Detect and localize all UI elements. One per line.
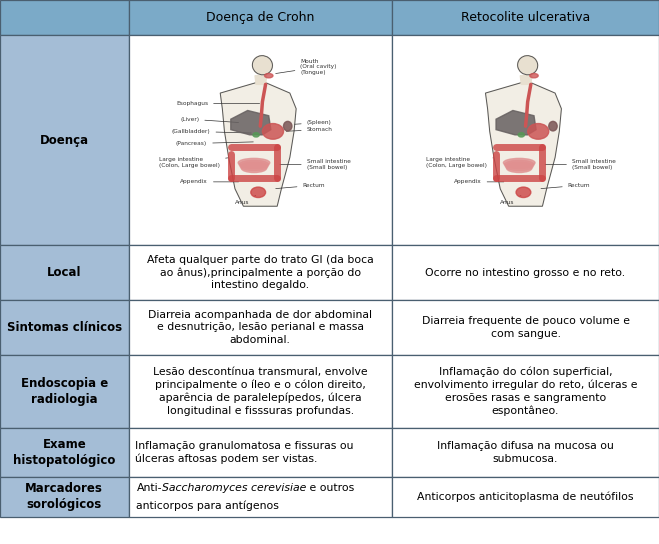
Ellipse shape <box>530 73 538 78</box>
Bar <box>0 245 129 300</box>
Bar <box>0 428 129 477</box>
Text: Mouth
(Oral cavity)
(Tongue): Mouth (Oral cavity) (Tongue) <box>275 59 337 75</box>
Ellipse shape <box>549 121 557 131</box>
Text: (Pancreas): (Pancreas) <box>176 141 253 146</box>
Bar <box>392 300 659 355</box>
Polygon shape <box>220 83 296 206</box>
Text: Anti-: Anti- <box>136 483 162 493</box>
Bar <box>392 35 659 245</box>
Text: Appendix: Appendix <box>454 180 503 184</box>
Ellipse shape <box>283 121 292 131</box>
Text: e outros: e outros <box>306 483 355 493</box>
Text: Stomach: Stomach <box>286 127 333 132</box>
Ellipse shape <box>503 158 535 167</box>
Bar <box>129 477 392 517</box>
Bar <box>0 35 129 245</box>
Ellipse shape <box>528 123 549 139</box>
Text: Afeta qualquer parte do trato GI (da boca
ao ânus),principalmente a porção do
in: Afeta qualquer parte do trato GI (da boc… <box>147 255 374 290</box>
Text: Small intestine
(Small bowel): Small intestine (Small bowel) <box>545 159 616 170</box>
Text: Endoscopia e
radiologia: Endoscopia e radiologia <box>20 377 108 406</box>
Text: Rectum: Rectum <box>275 183 325 189</box>
Ellipse shape <box>517 55 538 75</box>
Polygon shape <box>231 110 271 135</box>
Text: Doença: Doença <box>40 134 89 146</box>
Bar <box>129 35 392 245</box>
Bar <box>129 428 392 477</box>
Bar <box>129 0 392 35</box>
Ellipse shape <box>252 55 272 75</box>
Text: (Spleen): (Spleen) <box>295 120 331 125</box>
Ellipse shape <box>238 158 270 167</box>
Text: Large intestine
(Colon, Large bowel): Large intestine (Colon, Large bowel) <box>159 157 228 168</box>
Text: Marcadores
sorológicos: Marcadores sorológicos <box>25 483 103 511</box>
Ellipse shape <box>241 162 268 171</box>
Text: Appendix: Appendix <box>180 180 239 184</box>
Text: Esophagus: Esophagus <box>176 101 260 106</box>
Bar <box>392 245 659 300</box>
Bar <box>392 477 659 517</box>
Text: Inflamação difusa na mucosa ou
submucosa.: Inflamação difusa na mucosa ou submucosa… <box>437 441 614 464</box>
Text: Rectum: Rectum <box>541 183 590 189</box>
Text: Anus: Anus <box>500 195 521 205</box>
Text: Sintomas clínicos: Sintomas clínicos <box>7 321 122 334</box>
Text: Anticorpos anticitoplasma de neutófilos: Anticorpos anticitoplasma de neutófilos <box>417 492 634 502</box>
Text: Doença de Crohn: Doença de Crohn <box>206 11 314 24</box>
Text: (Gallbladder): (Gallbladder) <box>172 129 251 134</box>
Text: Diarreia frequente de pouco volume e
com sangue.: Diarreia frequente de pouco volume e com… <box>422 316 629 339</box>
Polygon shape <box>486 83 561 206</box>
Bar <box>129 245 392 300</box>
Text: Anus: Anus <box>235 195 256 205</box>
Bar <box>0 477 129 517</box>
Text: Exame
histopatológico: Exame histopatológico <box>13 438 115 467</box>
Text: Small intestine
(Small bowel): Small intestine (Small bowel) <box>280 159 351 170</box>
Text: Ocorre no intestino grosso e no reto.: Ocorre no intestino grosso e no reto. <box>426 268 625 277</box>
Bar <box>129 355 392 428</box>
Bar <box>0 0 129 35</box>
Bar <box>392 0 659 35</box>
Ellipse shape <box>518 133 525 137</box>
Text: Lesão descontínua transmural, envolve
principalmente o íleo e o cólon direito,
a: Lesão descontínua transmural, envolve pr… <box>153 367 368 416</box>
Text: Inflamação do cólon superficial,
envolvimento irregular do reto, úlceras e
erosõ: Inflamação do cólon superficial, envolvi… <box>414 367 637 416</box>
Ellipse shape <box>264 73 273 78</box>
Ellipse shape <box>516 187 531 197</box>
Text: Large intestine
(Colon, Large bowel): Large intestine (Colon, Large bowel) <box>426 157 494 168</box>
Text: Saccharomyces cerevisiae: Saccharomyces cerevisiae <box>162 483 306 493</box>
Ellipse shape <box>507 164 532 172</box>
Ellipse shape <box>251 187 266 197</box>
Text: Retocolite ulcerativa: Retocolite ulcerativa <box>461 11 590 24</box>
Bar <box>0 355 129 428</box>
Ellipse shape <box>505 160 534 169</box>
Ellipse shape <box>239 160 269 169</box>
Bar <box>392 355 659 428</box>
Bar <box>129 300 392 355</box>
Bar <box>392 428 659 477</box>
Polygon shape <box>496 110 536 135</box>
Text: Diarreia acompanhada de dor abdominal
e desnutrição, lesão perianal e massa
abdo: Diarreia acompanhada de dor abdominal e … <box>148 310 372 345</box>
Ellipse shape <box>262 123 283 139</box>
Text: Inflamação granulomatosa e fissuras ou
úlceras aftosas podem ser vistas.: Inflamação granulomatosa e fissuras ou ú… <box>135 441 354 464</box>
Text: Local: Local <box>47 266 82 279</box>
Text: anticorpos para antígenos: anticorpos para antígenos <box>136 500 279 511</box>
Bar <box>0 300 129 355</box>
Ellipse shape <box>241 164 267 172</box>
Polygon shape <box>255 76 267 84</box>
Polygon shape <box>521 76 532 84</box>
Text: (Liver): (Liver) <box>180 117 239 122</box>
Ellipse shape <box>253 133 259 137</box>
Ellipse shape <box>505 162 533 171</box>
